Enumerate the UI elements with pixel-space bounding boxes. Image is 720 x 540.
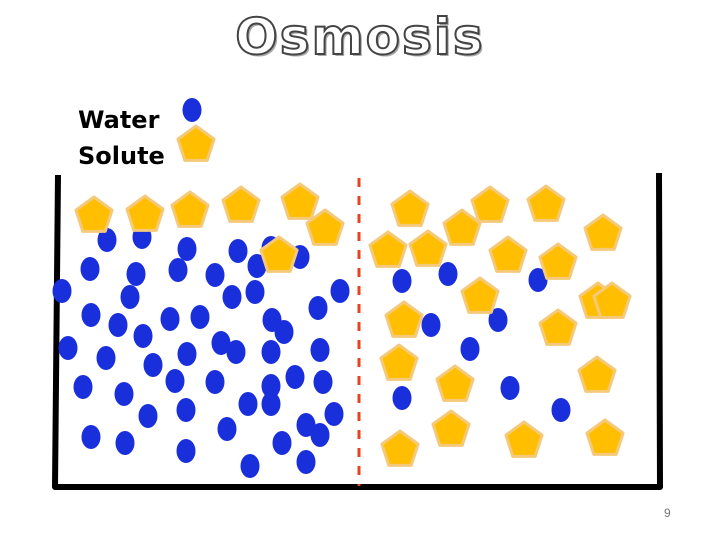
legend-water-label: Water xyxy=(78,106,160,134)
solute-particle-icon xyxy=(170,190,210,228)
water-molecule-icon xyxy=(126,262,146,286)
water-molecule-icon xyxy=(421,313,441,337)
water-molecule-icon xyxy=(240,454,260,478)
solute-particle-icon xyxy=(504,420,544,458)
water-molecule-icon xyxy=(211,331,231,355)
water-molecule-icon xyxy=(551,398,571,422)
water-molecule-icon xyxy=(392,386,412,410)
water-molecule-icon xyxy=(138,404,158,428)
water-molecule-icon xyxy=(81,425,101,449)
water-molecule-icon xyxy=(176,398,196,422)
water-molecule-icon xyxy=(81,303,101,327)
solute-particle-icon xyxy=(125,194,165,232)
water-molecule-icon xyxy=(460,337,480,361)
beaker-container xyxy=(52,172,663,490)
water-molecule-icon xyxy=(182,98,202,122)
solute-particle-icon xyxy=(435,364,475,402)
water-molecule-icon xyxy=(488,308,508,332)
beaker-outline xyxy=(52,172,663,490)
solute-particle-icon xyxy=(585,418,625,456)
legend-solute-label: Solute xyxy=(78,142,165,170)
solute-particle-icon xyxy=(74,195,114,233)
water-molecule-icon xyxy=(296,413,316,437)
water-molecule-icon xyxy=(261,392,281,416)
water-molecule-icon xyxy=(120,285,140,309)
water-molecule-icon xyxy=(438,262,458,286)
solute-particle-icon xyxy=(442,208,482,246)
solute-particle-icon xyxy=(460,276,500,314)
solute-particle-icon xyxy=(379,343,419,381)
water-molecule-icon xyxy=(73,375,93,399)
solute-particle-icon xyxy=(583,213,623,251)
water-molecule-icon xyxy=(324,402,344,426)
water-molecule-icon xyxy=(160,307,180,331)
water-molecule-icon xyxy=(177,237,197,261)
water-molecule-icon xyxy=(308,296,328,320)
solute-particle-icon xyxy=(221,185,261,223)
water-molecule-icon xyxy=(190,305,210,329)
water-molecule-icon xyxy=(133,324,153,348)
solute-particle-icon xyxy=(431,409,471,447)
water-molecule-icon xyxy=(500,376,520,400)
solute-particle-icon xyxy=(390,189,430,227)
water-molecule-icon xyxy=(168,258,188,282)
solute-particle-icon xyxy=(526,184,566,222)
water-molecule-icon xyxy=(313,370,333,394)
water-molecule-icon xyxy=(205,370,225,394)
water-molecule-icon xyxy=(261,340,281,364)
water-molecule-icon xyxy=(272,431,292,455)
water-molecule-icon xyxy=(238,392,258,416)
solute-particle-icon xyxy=(408,229,448,267)
water-molecule-icon xyxy=(528,268,548,292)
water-molecule-icon xyxy=(310,338,330,362)
water-molecule-icon xyxy=(108,313,128,337)
solute-particle-icon xyxy=(368,230,408,268)
water-molecule-icon xyxy=(176,439,196,463)
water-molecule-icon xyxy=(165,369,185,393)
water-molecule-icon xyxy=(114,382,134,406)
water-molecule-icon xyxy=(245,280,265,304)
water-molecule-icon xyxy=(96,346,116,370)
page-number: 9 xyxy=(664,506,671,520)
solute-particle-icon xyxy=(305,208,345,246)
water-molecule-icon xyxy=(247,254,267,278)
water-molecule-icon xyxy=(285,365,305,389)
solute-particle-icon xyxy=(470,185,510,223)
solute-particle-icon xyxy=(538,308,578,346)
solute-particle-icon xyxy=(592,281,632,319)
water-molecule-icon xyxy=(330,279,350,303)
water-molecule-icon xyxy=(177,342,197,366)
water-molecule-icon xyxy=(222,285,242,309)
solute-particle-icon xyxy=(384,300,424,338)
solute-particle-icon xyxy=(488,235,528,273)
water-molecule-icon xyxy=(205,263,225,287)
water-molecule-icon xyxy=(226,340,246,364)
slide-title: Osmosis xyxy=(234,7,485,67)
water-molecule-icon xyxy=(296,450,316,474)
water-molecule-icon xyxy=(58,336,78,360)
water-molecule-icon xyxy=(97,228,117,252)
water-molecule-icon xyxy=(261,374,281,398)
water-molecule-icon xyxy=(80,257,100,281)
solute-particle-icon xyxy=(259,235,299,273)
water-molecule-icon xyxy=(274,320,294,344)
water-molecule-icon xyxy=(310,423,330,447)
solute-particle-icon xyxy=(538,242,578,280)
solute-particle-icon xyxy=(380,429,420,467)
water-molecule-icon xyxy=(143,353,163,377)
solute-particle-icon xyxy=(280,182,320,220)
solute-particle-icon xyxy=(577,355,617,393)
water-molecule-icon xyxy=(115,431,135,455)
water-molecule-icon xyxy=(217,417,237,441)
solute-particle-icon xyxy=(176,124,216,162)
water-molecule-icon xyxy=(228,239,248,263)
water-molecule-icon xyxy=(52,279,72,303)
water-molecule-icon xyxy=(392,269,412,293)
